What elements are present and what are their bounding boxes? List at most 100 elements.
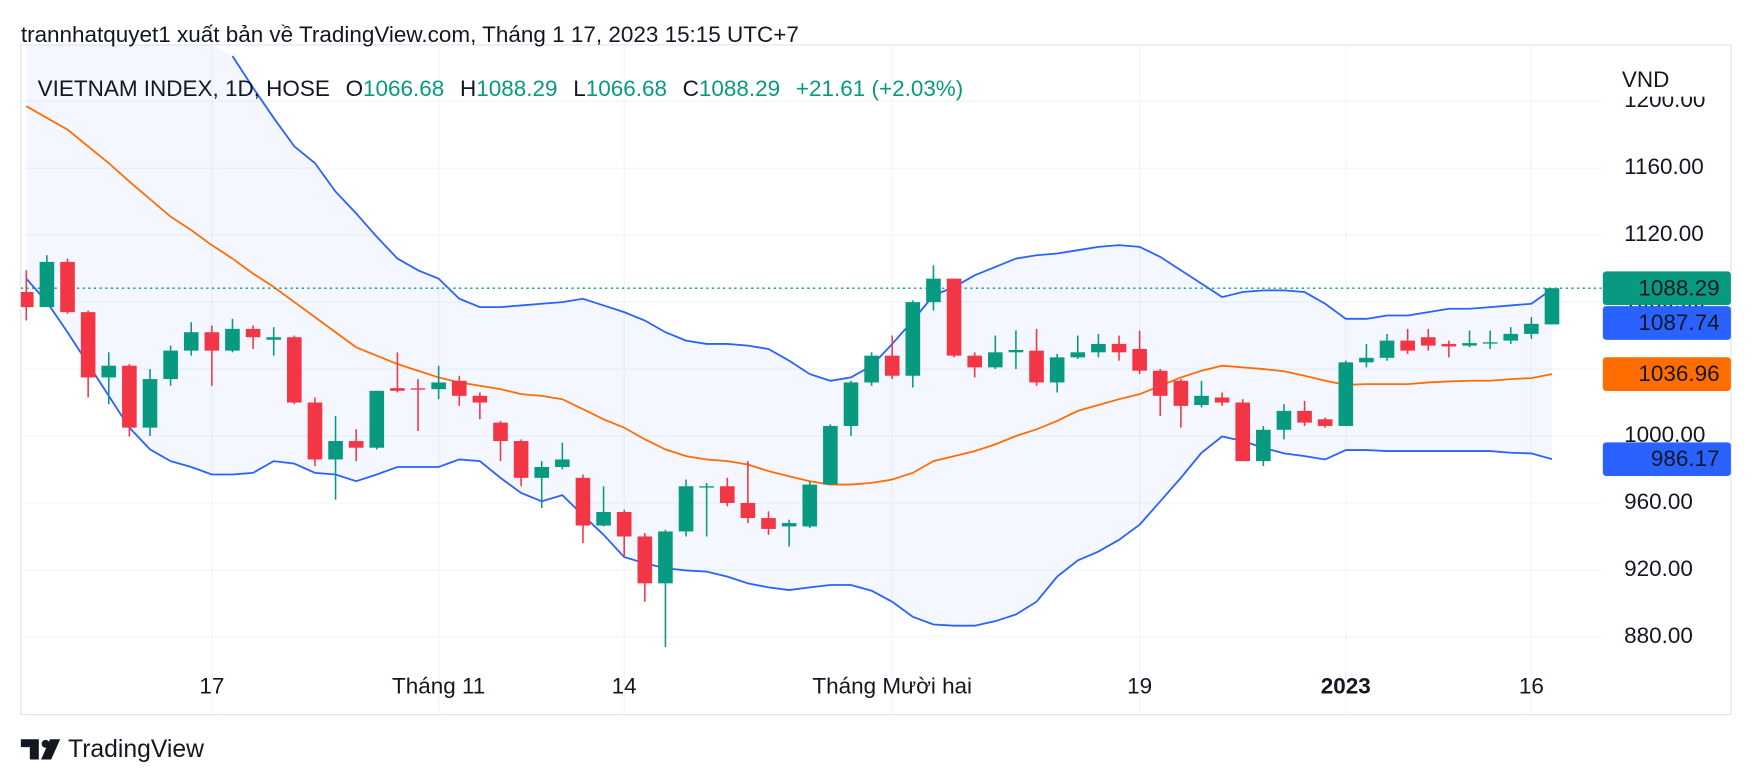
candle-body [843,382,859,426]
candle-body [761,518,776,529]
candle-body [1338,362,1354,426]
x-tick-label: 19 [1127,674,1152,699]
header-item: L [573,76,586,101]
price-tag-label: 986.17 [1651,446,1720,471]
candle-body [1091,343,1106,353]
x-tick-label: Tháng Mười hai [812,674,972,699]
candle-body [1132,348,1147,371]
band-lower [25,278,1553,627]
candle-body [823,425,838,485]
candle-body [1462,343,1477,346]
price-tag [1602,442,1731,477]
candle-body [616,512,632,537]
header-item: O [346,76,363,101]
price-tag [1602,306,1731,340]
candle-body [20,292,34,308]
candle-body [1317,419,1333,426]
header-item: VIETNAM INDEX, 1D, HOSE [38,76,330,101]
candle-body [328,441,343,460]
candle-body [163,350,178,380]
candle-body [905,302,921,376]
candle-body [1524,323,1539,334]
candle-body [926,278,941,303]
header-item: H [460,76,476,101]
candle-body [1194,395,1209,406]
y-tick-label: 960.00 [1624,489,1693,514]
candle-body [637,536,653,584]
price-tag [1602,357,1731,391]
candle-body [266,337,282,340]
candle-body [122,365,137,428]
candle-body [1503,333,1519,341]
candle-body [39,261,55,308]
candle-body [1297,410,1312,423]
candle-body [1008,349,1024,353]
header-item: 1088.29 [476,76,557,101]
currency: VND [1622,67,1669,92]
header-item: 1066.68 [363,76,444,101]
candle-body [245,328,261,338]
candle-body [534,466,550,478]
candle-body [781,523,797,527]
footer-brand: TradingView [68,736,204,763]
candle-body [1482,342,1498,344]
header-item: C [683,76,699,101]
candle-body [555,459,570,467]
price-tag-label: 1088.29 [1638,275,1719,300]
candle-body [699,486,714,488]
y-tick-label: 880.00 [1624,623,1693,648]
x-tick-label: Tháng 11 [392,674,485,699]
candle-body [596,512,611,526]
band-fill [26,44,1552,626]
candle-body [658,531,673,584]
publish-info: trannhatquyet1 xuất bản về TradingView.c… [21,22,799,47]
candle-body [431,382,446,390]
candle-body [988,352,1003,368]
x-tick-label: 2023 [1321,674,1371,699]
candle-body [493,422,508,442]
candle-body [1379,340,1395,358]
candle-body [307,402,323,460]
candle-body [1049,357,1065,383]
candle-body [802,484,818,527]
candle-body [1029,350,1044,383]
candle-body [410,388,426,390]
candle-body [719,486,735,503]
candle-body [1276,410,1292,430]
candle-body [1235,402,1251,462]
header-item: +21.61 (+2.03%) [796,76,963,101]
candle-body [1173,380,1189,406]
candle-body [1256,429,1271,462]
y-tick-label: 920.00 [1624,556,1693,581]
candle-body [348,441,364,448]
candle-body [513,441,529,478]
candle-body [451,380,467,396]
candle-body [864,355,879,383]
candle-body [287,337,302,403]
candle-body [1400,340,1415,351]
x-tick-label: 17 [199,674,224,699]
y-tick-label: 1200.00 [1624,87,1705,112]
candle-body [101,365,117,378]
header-item: 1088.29 [699,76,780,101]
candle-body [946,278,962,356]
candle-body [60,261,75,313]
symbol-header: VIETNAM INDEX, 1D, HOSE O1066.68 H1088.29 L… [38,76,964,101]
candle-body [1441,343,1457,347]
candle-body [183,332,199,351]
price-tag-label: 1036.96 [1638,361,1719,386]
price-tag-label: 1087.74 [1638,310,1719,335]
candle-body [80,312,96,378]
band-middle [25,105,1553,486]
y-tick-label: 1160.00 [1624,154,1704,179]
x-tick-label: 14 [612,674,637,699]
candle-body [390,388,405,391]
candle-body [678,486,694,532]
candle-body [884,355,900,376]
candle-body [967,355,982,368]
price-tag [1602,271,1731,306]
tv-logo [20,739,61,760]
candle-body [1111,343,1127,353]
